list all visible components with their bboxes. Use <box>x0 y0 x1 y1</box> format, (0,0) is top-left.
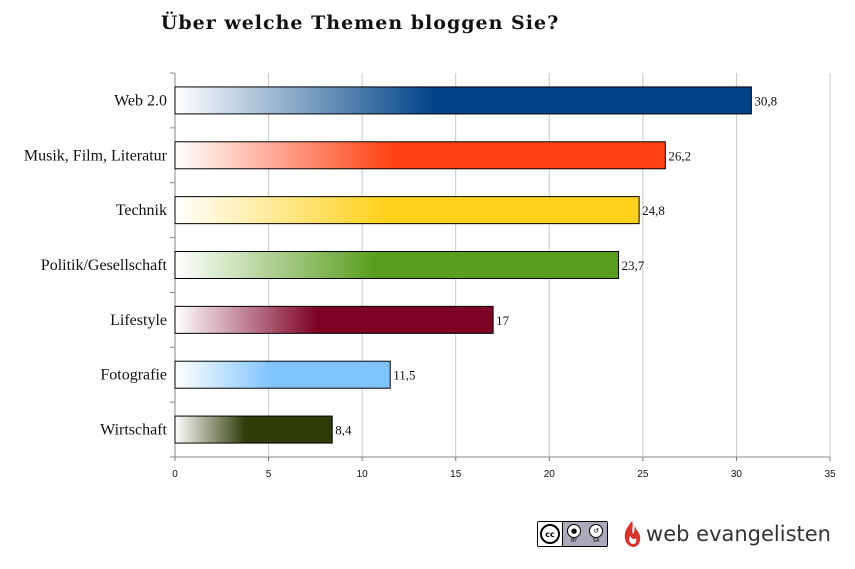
value-label: 30,8 <box>754 93 777 108</box>
x-tick-label: 10 <box>357 469 369 480</box>
bar <box>174 86 752 115</box>
bar <box>174 251 620 279</box>
bar <box>174 305 494 334</box>
x-tick-label: 35 <box>824 469 836 480</box>
cc-license-badge[interactable]: cc ● BY ↺ SA <box>537 521 609 547</box>
x-tick-label: 0 <box>172 469 178 480</box>
category-label: Musik, Film, Literatur <box>24 147 168 164</box>
category-label: Politik/Gesellschaft <box>41 257 168 274</box>
chart-title: Über welche Themen bloggen Sie? <box>160 12 560 34</box>
value-label: 24,8 <box>642 203 665 218</box>
cc-by-icon: ● BY <box>563 522 586 546</box>
x-tick-label: 20 <box>544 469 556 480</box>
bar-chart: Web 2.0 30,8 Musik, Film, Literatur 26,2 Tec… <box>24 72 836 480</box>
cc-icon: cc <box>538 522 564 546</box>
value-label: 8,4 <box>335 423 352 438</box>
category-label: Wirtschaft <box>100 422 167 439</box>
category-label: Technik <box>116 202 167 219</box>
bar <box>174 360 391 389</box>
cc-sa-icon: ↺ SA <box>585 522 608 546</box>
footer: cc ● BY ↺ SA web evangelisten <box>537 519 831 549</box>
brand-logo[interactable]: web evangelisten <box>622 520 831 548</box>
bar <box>174 415 333 444</box>
category-label: Lifestyle <box>110 312 167 329</box>
value-label: 26,2 <box>668 148 691 163</box>
value-label: 23,7 <box>622 258 645 273</box>
brand-name: web evangelisten <box>646 522 831 546</box>
x-tick-label: 15 <box>450 469 462 480</box>
value-label: 11,5 <box>393 368 415 383</box>
bar <box>174 141 666 170</box>
bar <box>174 196 640 225</box>
category-label: Web 2.0 <box>114 92 167 109</box>
x-tick-label: 5 <box>266 469 272 480</box>
category-label: Fotografie <box>100 367 167 384</box>
flame-icon <box>624 521 641 547</box>
x-tick-label: 30 <box>731 469 743 480</box>
value-label: 17 <box>496 313 510 328</box>
x-tick-label: 25 <box>637 469 649 480</box>
